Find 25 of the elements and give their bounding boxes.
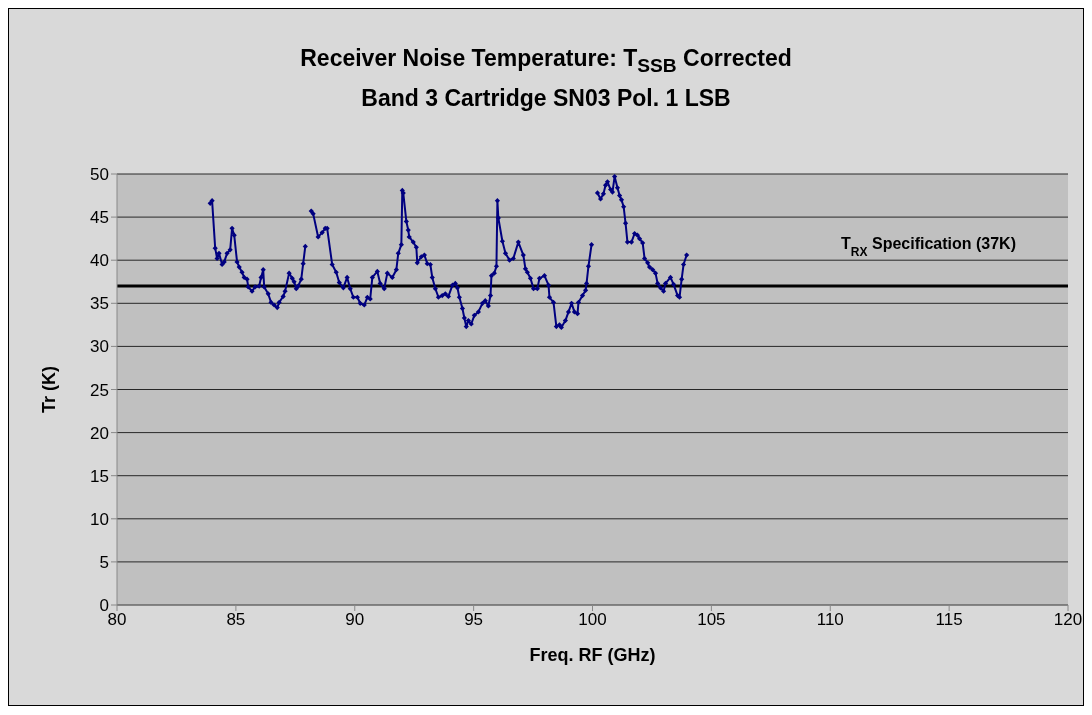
- y-axis-title: Tr (K): [39, 366, 60, 413]
- x-tick-label: 105: [697, 610, 726, 630]
- chart-subtitle: Band 3 Cartridge SN03 Pol. 1 LSB: [360, 85, 732, 112]
- ref-line-label: T$_{RX}$ Specification (37K): [841, 235, 1016, 260]
- y-tick-label: 5: [99, 552, 109, 572]
- x-tick-label: 90: [345, 610, 365, 630]
- y-tick-label: 35: [90, 294, 109, 314]
- y-tick-label: 40: [90, 251, 109, 271]
- x-tick-label: 120: [1053, 610, 1083, 630]
- chart-title: Receiver Noise Temperature: T$_{SSB}$ Corrected: [299, 45, 793, 77]
- x-axis-title: Freq. RF (GHz): [529, 645, 656, 665]
- y-tick-label: 10: [90, 509, 109, 529]
- x-tick-label: 85: [226, 610, 246, 630]
- x-tick-label: 115: [935, 610, 963, 630]
- y-tick-label: 50: [90, 165, 109, 185]
- y-tick-label: 30: [90, 337, 109, 357]
- y-tick-label: 20: [90, 423, 109, 443]
- x-tick-label: 110: [816, 610, 844, 630]
- y-tick-label: 0: [99, 596, 109, 616]
- y-tick-label: 15: [90, 466, 109, 486]
- y-tick-label: 25: [90, 380, 109, 400]
- x-tick-label: 95: [464, 610, 484, 630]
- x-tick-label: 80: [107, 610, 127, 630]
- x-tick-label: 100: [578, 610, 607, 630]
- y-tick-label: 45: [90, 208, 109, 228]
